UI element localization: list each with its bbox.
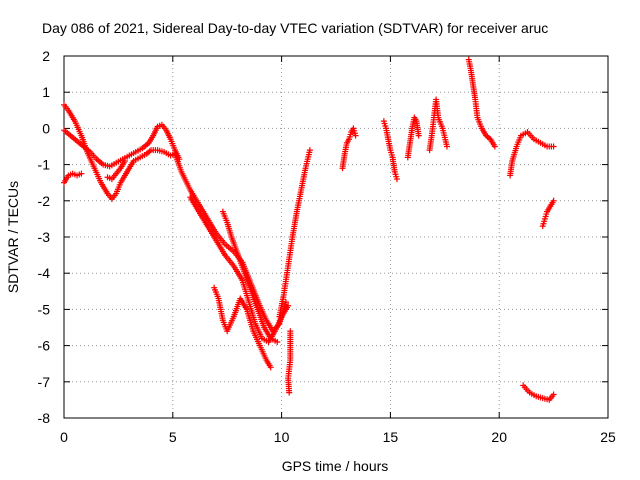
data-point xyxy=(491,143,498,150)
data-point xyxy=(267,364,274,371)
y-tick-label: -8 xyxy=(38,410,51,426)
y-tick-label: -5 xyxy=(38,301,51,317)
y-tick-label: -6 xyxy=(38,338,51,354)
data-point xyxy=(306,147,313,154)
x-tick-label: 10 xyxy=(274,429,290,445)
data-marks xyxy=(61,56,557,403)
data-point xyxy=(550,143,557,150)
x-tick-label: 5 xyxy=(169,429,177,445)
y-tick-label: -4 xyxy=(38,265,51,281)
x-tick-label: 0 xyxy=(60,429,68,445)
data-point xyxy=(282,299,289,306)
y-tick-label: -2 xyxy=(38,193,51,209)
data-point xyxy=(286,389,293,396)
data-point xyxy=(352,132,359,139)
y-tick-label: -3 xyxy=(38,229,51,245)
data-point xyxy=(121,157,128,164)
data-point xyxy=(550,197,557,204)
y-tick-label: 2 xyxy=(42,48,50,64)
grid xyxy=(64,56,608,418)
data-point xyxy=(415,132,422,139)
data-point xyxy=(274,338,281,345)
x-axis-label: GPS time / hours xyxy=(282,458,389,474)
data-point xyxy=(78,170,85,177)
y-tick-label: -1 xyxy=(38,157,51,173)
chart-title: Day 086 of 2021, Sidereal Day-to-day VTE… xyxy=(42,20,548,36)
x-tick-label: 15 xyxy=(383,429,399,445)
y-tick-label: 1 xyxy=(42,84,50,100)
x-tick-label: 25 xyxy=(600,429,616,445)
x-tick-label: 20 xyxy=(491,429,507,445)
data-point xyxy=(443,143,450,150)
data-point xyxy=(550,391,557,398)
y-tick-label: -7 xyxy=(38,374,51,390)
data-point xyxy=(285,302,292,309)
y-axis-label: SDTVAR / TECUs xyxy=(5,181,21,293)
y-tick-label: 0 xyxy=(42,120,50,136)
data-point xyxy=(393,176,400,183)
